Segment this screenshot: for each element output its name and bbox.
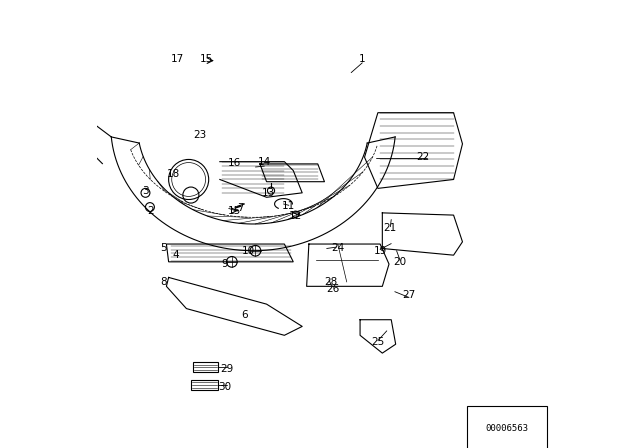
Text: 25: 25 [371, 337, 385, 347]
Text: 15: 15 [228, 206, 241, 215]
Text: 13: 13 [262, 188, 275, 198]
Text: 21: 21 [384, 224, 397, 233]
Text: 16: 16 [228, 158, 241, 168]
Text: 6: 6 [241, 310, 248, 320]
Text: 12: 12 [289, 211, 302, 221]
Text: 22: 22 [416, 152, 429, 162]
Text: 26: 26 [327, 284, 340, 293]
Text: 11: 11 [282, 201, 296, 211]
Text: 9: 9 [221, 259, 228, 269]
Text: 8: 8 [160, 277, 166, 287]
Text: 18: 18 [166, 169, 180, 179]
Text: 3: 3 [142, 185, 148, 196]
Text: 23: 23 [193, 130, 207, 140]
Text: 19: 19 [374, 246, 387, 256]
Text: 28: 28 [324, 277, 338, 287]
Text: 2: 2 [147, 206, 154, 215]
Text: 14: 14 [258, 157, 271, 167]
Text: 30: 30 [218, 382, 231, 392]
Text: 29: 29 [220, 364, 233, 374]
Text: 27: 27 [403, 290, 415, 300]
Text: 7: 7 [237, 203, 244, 213]
Text: 20: 20 [394, 257, 406, 267]
Text: 4: 4 [172, 250, 179, 260]
Text: 15: 15 [200, 54, 213, 64]
Text: 17: 17 [171, 54, 184, 64]
Text: 00006563: 00006563 [486, 424, 529, 433]
Text: 1: 1 [359, 54, 365, 64]
Text: 10: 10 [242, 246, 255, 256]
Text: 5: 5 [160, 243, 166, 254]
Text: 24: 24 [331, 243, 344, 254]
